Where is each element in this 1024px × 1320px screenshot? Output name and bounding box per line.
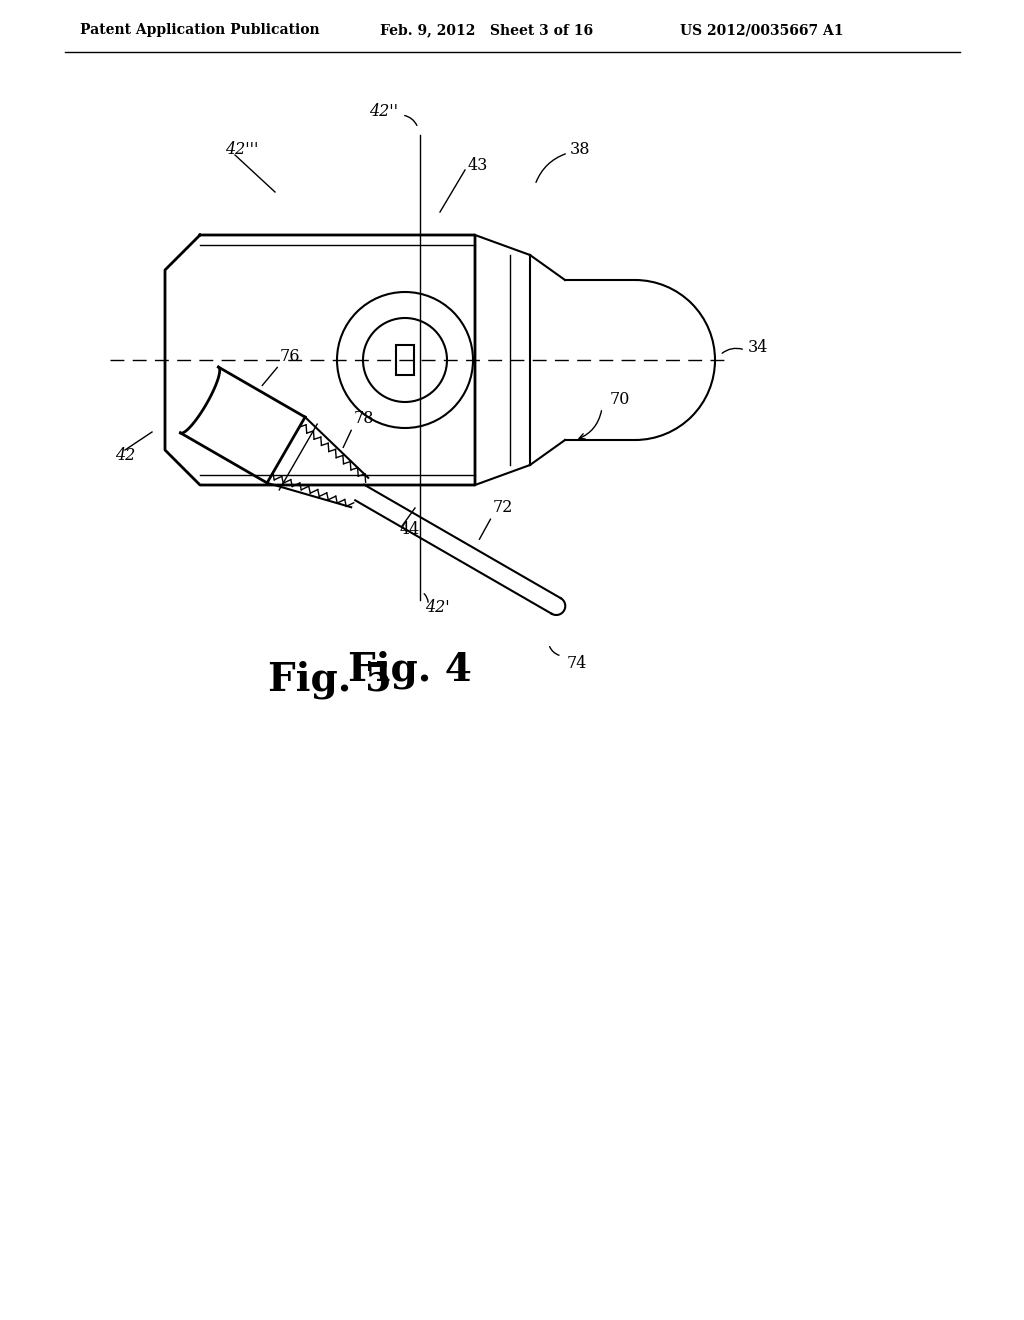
Text: 42': 42' [425, 599, 450, 616]
Text: 78: 78 [353, 411, 374, 428]
Text: 76: 76 [280, 348, 300, 366]
Text: US 2012/0035667 A1: US 2012/0035667 A1 [680, 22, 844, 37]
Text: 38: 38 [570, 141, 591, 158]
Text: 34: 34 [748, 339, 768, 356]
Text: 42''': 42''' [225, 141, 258, 158]
Text: Fig. 5: Fig. 5 [268, 661, 392, 700]
Bar [396, 345, 414, 375]
Text: 44: 44 [400, 521, 420, 539]
Text: 43: 43 [468, 157, 488, 173]
Text: 74: 74 [566, 656, 587, 672]
Text: Fig. 4: Fig. 4 [348, 651, 472, 689]
Text: 42: 42 [115, 446, 135, 463]
Text: Feb. 9, 2012   Sheet 3 of 16: Feb. 9, 2012 Sheet 3 of 16 [380, 22, 593, 37]
Text: 42'': 42'' [369, 103, 398, 120]
Text: 72: 72 [493, 499, 513, 516]
Text: Patent Application Publication: Patent Application Publication [80, 22, 319, 37]
Text: 70: 70 [610, 392, 631, 408]
